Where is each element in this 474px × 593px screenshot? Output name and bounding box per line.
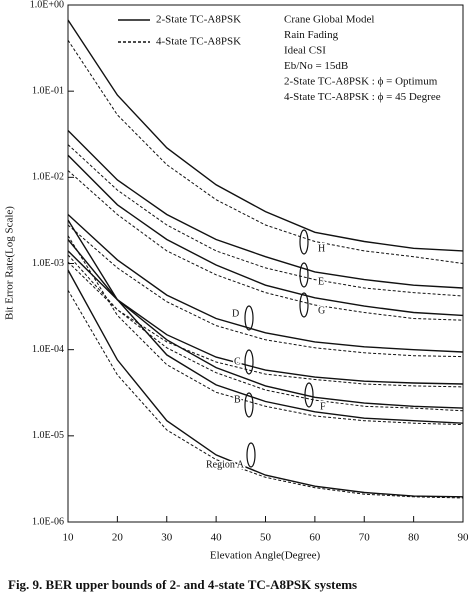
x-tick-label: 90 (458, 532, 470, 544)
region-label: D (232, 308, 239, 319)
region-ellipse (244, 392, 254, 418)
annotation: 2-State TC-A8PSK : ϕ = Optimum (284, 76, 438, 88)
y-axis-title: Bit Error Rate(Log Scale) (4, 206, 16, 320)
curve (67, 261, 464, 388)
x-tick-label: 70 (359, 532, 371, 544)
y-tick-label: 1.0E-03 (32, 258, 64, 269)
curve (67, 219, 464, 424)
region-ellipse (299, 229, 309, 255)
x-tick-label: 30 (161, 532, 173, 544)
legend-label: 2-State TC-A8PSK (156, 14, 241, 26)
curve (67, 235, 464, 426)
region-label: B (234, 394, 241, 405)
x-tick-label: 10 (63, 532, 75, 544)
legend-label: 4-State TC-A8PSK (156, 36, 241, 48)
region-label: Region A (206, 459, 245, 470)
curve (67, 144, 464, 297)
curve (67, 269, 464, 498)
caption: Fig. 9. BER upper bounds of 2- and 4-sta… (8, 577, 357, 592)
annotation: Crane Global Model (284, 14, 374, 26)
region-label: C (234, 356, 241, 367)
curve (67, 39, 464, 264)
curve (67, 130, 464, 289)
curve (67, 254, 464, 412)
curve (67, 154, 464, 317)
x-axis-title: Elevation Angle(Degree) (210, 550, 321, 562)
annotation: Ideal CSI (284, 45, 326, 57)
curve (67, 170, 464, 321)
curve (67, 289, 464, 499)
region-label: E (318, 276, 324, 287)
region-label: F (320, 401, 326, 412)
region-ellipse (246, 442, 256, 468)
curve (67, 239, 464, 409)
annotation: Eb/No = 15dB (284, 60, 348, 72)
curve (67, 250, 464, 385)
annotation: Rain Fading (284, 29, 339, 41)
y-tick-label: 1.0E-06 (32, 516, 64, 527)
annotation: 4-State TC-A8PSK : ϕ = 45 Degree (284, 91, 441, 103)
region-ellipse (244, 349, 254, 375)
y-tick-label: 1.0E-05 (32, 430, 64, 441)
x-tick-label: 60 (309, 532, 321, 544)
x-tick-label: 50 (260, 532, 272, 544)
x-tick-label: 40 (211, 532, 223, 544)
x-tick-label: 80 (408, 532, 420, 544)
region-ellipse (299, 292, 309, 318)
y-tick-label: 1.0E-01 (32, 85, 64, 96)
region-ellipse (244, 305, 254, 331)
region-label: G (318, 305, 325, 316)
curve (67, 213, 464, 353)
y-tick-label: 1.0E-04 (32, 344, 64, 355)
x-tick-label: 20 (112, 532, 124, 544)
curve (67, 19, 464, 252)
region-label: H (318, 243, 325, 254)
region-ellipse (299, 262, 309, 288)
region-ellipse (304, 382, 314, 408)
y-tick-label: 1.0E-02 (32, 172, 64, 183)
y-tick-label: 1.0E+00 (30, 0, 64, 10)
curve (67, 224, 464, 358)
